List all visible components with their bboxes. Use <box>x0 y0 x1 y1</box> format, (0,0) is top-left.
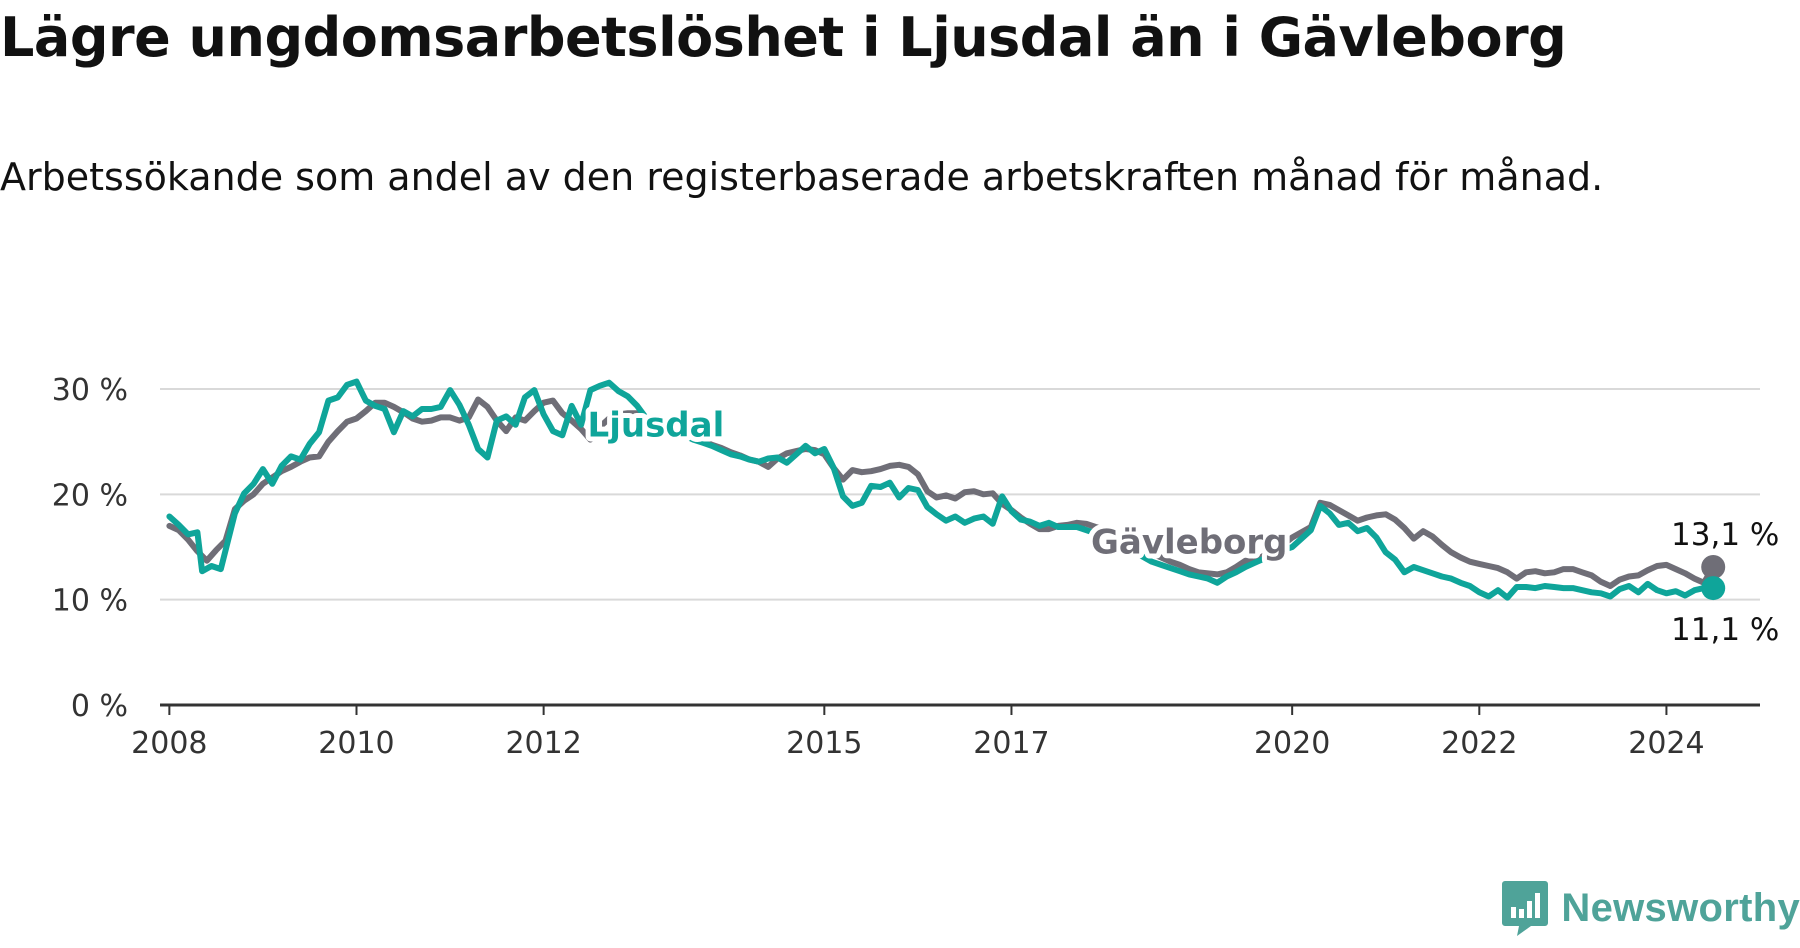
y-tick-label: 20 % <box>52 478 128 513</box>
newsworthy-chart-bubble-icon <box>1502 881 1549 936</box>
y-tick-label: 0 % <box>71 689 128 724</box>
series-label-ljusdal: Ljusdal <box>588 405 725 445</box>
x-tick-label: 2008 <box>131 726 207 761</box>
end-value-label-ljusdal: 11,1 % <box>1671 612 1779 648</box>
y-tick-label: 10 % <box>52 584 128 619</box>
x-tick-label: 2022 <box>1441 726 1517 761</box>
series-line-ljusdal <box>166 378 1717 601</box>
chart-title: Lägre ungdomsarbetslöshet i Ljusdal än i… <box>0 6 1567 69</box>
x-tick-label: 2020 <box>1254 726 1330 761</box>
x-tick-label: 2017 <box>973 726 1049 761</box>
axis-layer: 0 % 10 % 20 % 30 % 2008 2010 2012 2015 2017 2020 2… <box>52 373 1760 761</box>
label-layer: 13,1 % 11,1 % Ljusdal Gävleborg <box>583 400 1780 648</box>
series-label-gavleborg: Gävleborg <box>1091 522 1288 562</box>
series-line-gavleborg <box>166 396 1717 589</box>
brand-name: Newsworthy <box>1561 885 1800 930</box>
end-value-label-gavleborg: 13,1 % <box>1671 517 1779 553</box>
y-tick-label: 30 % <box>52 373 128 408</box>
series-end-dot-gavleborg <box>1701 555 1726 580</box>
brand-logo[interactable]: Newsworthy <box>1501 878 1800 938</box>
chart-subtitle: Arbetssökande som andel av den registerb… <box>0 155 1604 199</box>
x-tick-label: 2024 <box>1628 726 1704 761</box>
series-end-dot-ljusdal <box>1701 576 1726 601</box>
x-tick-label: 2012 <box>505 726 581 761</box>
x-tick-label: 2010 <box>318 726 394 761</box>
series-layer <box>166 378 1726 601</box>
x-tick-label: 2015 <box>786 726 862 761</box>
